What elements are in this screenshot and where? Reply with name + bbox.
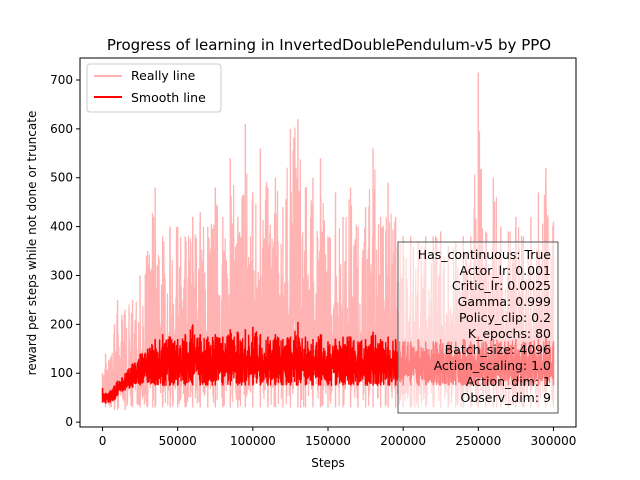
x-tick-label: 100000 [230, 434, 276, 448]
x-tick-label: 300000 [531, 434, 577, 448]
y-tick-label: 500 [50, 171, 73, 185]
x-tick-label: 50000 [159, 434, 197, 448]
y-axis: 0 100 200 300 400 500 600 700 [50, 73, 80, 429]
y-tick-label: 100 [50, 366, 73, 380]
param-policy-clip: Policy_clip: 0.2 [459, 310, 551, 325]
y-tick-label: 200 [50, 317, 73, 331]
legend: Really line Smooth line [86, 63, 222, 113]
x-tick-label: 250000 [455, 434, 501, 448]
param-gamma: Gamma: 0.999 [458, 294, 551, 309]
x-axis-label: Steps [311, 456, 345, 470]
legend-label-really-line: Really line [131, 68, 196, 83]
param-batch-size: Batch_size: 4096 [445, 342, 551, 357]
y-tick-label: 600 [50, 122, 73, 136]
hyperparameter-box: Has_continuous: True Actor_lr: 0.001 Cri… [397, 241, 559, 414]
hyperparameter-box-frame [397, 241, 559, 414]
param-k-epochs: K_epochs: 80 [468, 326, 551, 341]
x-tick-label: 200000 [380, 434, 426, 448]
y-tick-label: 700 [50, 73, 73, 87]
x-tick-label: 0 [99, 434, 107, 448]
y-tick-label: 300 [50, 268, 73, 282]
y-tick-label: 0 [65, 415, 73, 429]
chart-title: Progress of learning in InvertedDoublePe… [107, 36, 551, 54]
param-critic-lr: Critic_lr: 0.0025 [452, 278, 551, 293]
param-observ-dim: Observ_dim: 9 [461, 390, 552, 405]
param-actor-lr: Actor_lr: 0.001 [459, 263, 551, 278]
param-has-continuous: Has_continuous: True [418, 247, 552, 262]
param-action-scaling: Action_scaling: 1.0 [434, 358, 551, 373]
y-tick-label: 400 [50, 220, 73, 234]
legend-label-smooth-line: Smooth line [131, 90, 206, 105]
param-action-dim: Action_dim: 1 [466, 374, 551, 389]
x-tick-label: 150000 [305, 434, 351, 448]
x-axis: 0 50000 100000 150000 200000 250000 300000 [99, 427, 577, 448]
y-axis-label: reward per steps while not done or trunc… [25, 111, 39, 376]
